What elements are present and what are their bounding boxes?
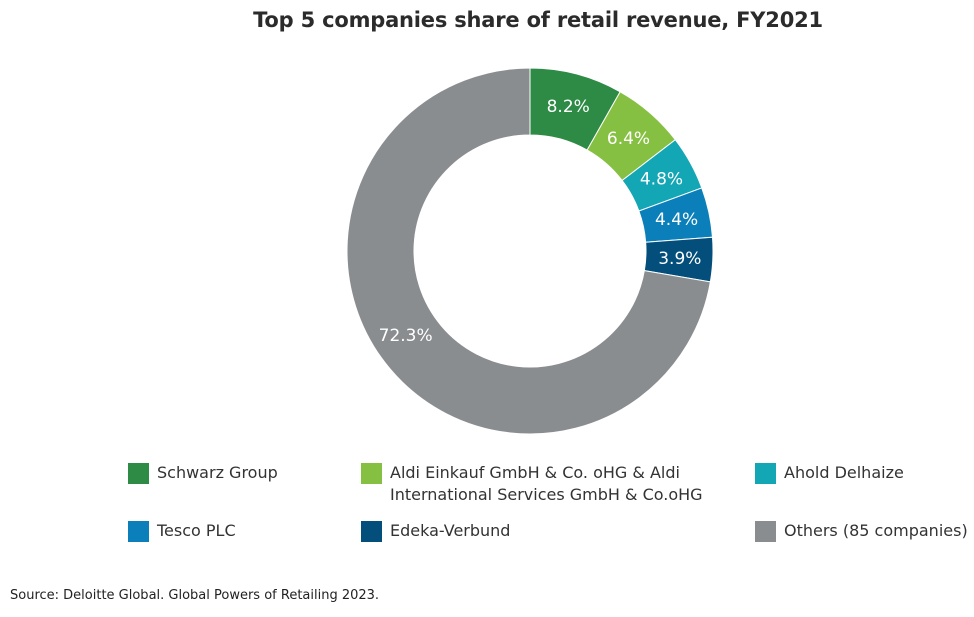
legend-item-ahold: Ahold Delhaize: [755, 463, 904, 484]
legend-swatch-ahold: [755, 463, 776, 484]
chart-title: Top 5 companies share of retail revenue,…: [253, 8, 823, 32]
slice-label-edeka: 3.9%: [658, 249, 701, 269]
slice-label-aldi: 6.4%: [607, 129, 650, 149]
legend-swatch-edeka: [361, 521, 382, 542]
slice-others: [346, 67, 711, 435]
legend-swatch-schwarz: [128, 463, 149, 484]
legend-item-edeka: Edeka-Verbund: [361, 521, 510, 542]
legend-label-aldi: Aldi Einkauf GmbH & Co. oHG & Aldi Inter…: [390, 463, 703, 504]
slice-label-tesco: 4.4%: [655, 210, 698, 230]
legend-label-tesco: Tesco PLC: [157, 521, 236, 540]
legend-swatch-aldi: [361, 463, 382, 484]
slice-label-schwarz: 8.2%: [547, 97, 590, 117]
legend-label-edeka: Edeka-Verbund: [390, 521, 511, 540]
slice-label-ahold: 4.8%: [640, 170, 683, 190]
legend-swatch-others: [755, 521, 776, 542]
legend-item-schwarz: Schwarz Group: [128, 463, 278, 484]
legend-label-others: Others (85 companies): [784, 521, 968, 540]
source-note: Source: Deloitte Global. Global Powers o…: [10, 588, 380, 603]
legend-item-aldi: Aldi Einkauf GmbH & Co. oHG & Aldi Inter…: [361, 463, 703, 506]
legend-item-tesco: Tesco PLC: [128, 521, 236, 542]
legend-label-schwarz: Schwarz Group: [157, 463, 278, 482]
legend-item-others: Others (85 companies): [755, 521, 968, 542]
legend-label-ahold: Ahold Delhaize: [784, 463, 904, 482]
slice-label-others: 72.3%: [379, 326, 433, 346]
legend-swatch-tesco: [128, 521, 149, 542]
